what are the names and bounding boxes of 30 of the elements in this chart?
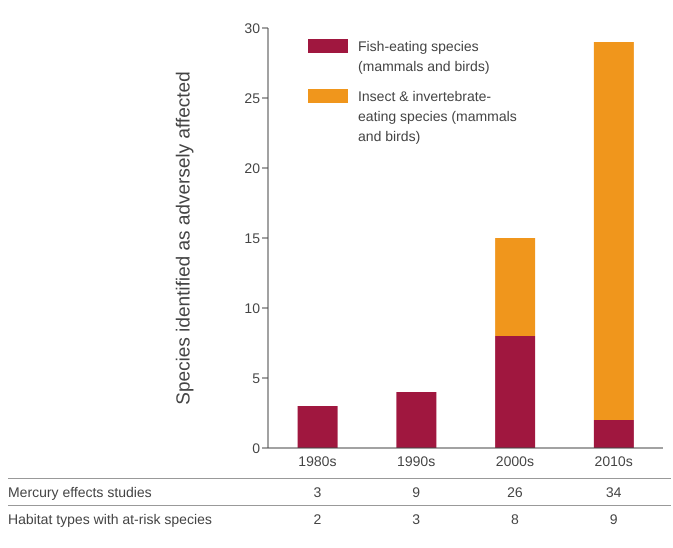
bar: [396, 392, 436, 448]
bar: [495, 336, 536, 448]
y-tick-label: 25: [244, 90, 260, 106]
legend-label: Fish-eating species (mammals and birds): [358, 37, 490, 76]
text: 26: [506, 484, 524, 500]
bar: [594, 420, 634, 448]
y-tick-label: 0: [252, 440, 260, 456]
x-tick-label: 1980s: [298, 452, 336, 469]
text: 34: [604, 484, 622, 500]
text: 9: [608, 511, 619, 527]
y-axis-title: Species identified as adversely affected: [174, 71, 195, 405]
text: Mercury effects studies: [8, 484, 153, 500]
text: 2: [312, 511, 322, 527]
legend-label: Insect & invertebrate-eating species (mammals and birds): [358, 87, 518, 146]
bar: [594, 42, 634, 420]
y-tick-label: 10: [244, 300, 260, 316]
y-tick-label: 15: [244, 230, 260, 246]
x-tick-label: 2010s: [594, 452, 633, 469]
y-tick-label: 30: [244, 20, 260, 36]
y-tick-label: 5: [252, 370, 260, 386]
x-tick-label: 2000s: [496, 452, 534, 469]
x-tick-label: 1990s: [397, 452, 436, 469]
text: 3: [411, 511, 422, 527]
bar: [495, 238, 536, 336]
text: Habitat types with at-risk species: [8, 511, 213, 527]
y-tick-label: 20: [244, 160, 260, 176]
text: 8: [510, 511, 520, 527]
text: 9: [411, 484, 422, 500]
text: 3: [312, 484, 322, 500]
bar: [298, 406, 338, 448]
